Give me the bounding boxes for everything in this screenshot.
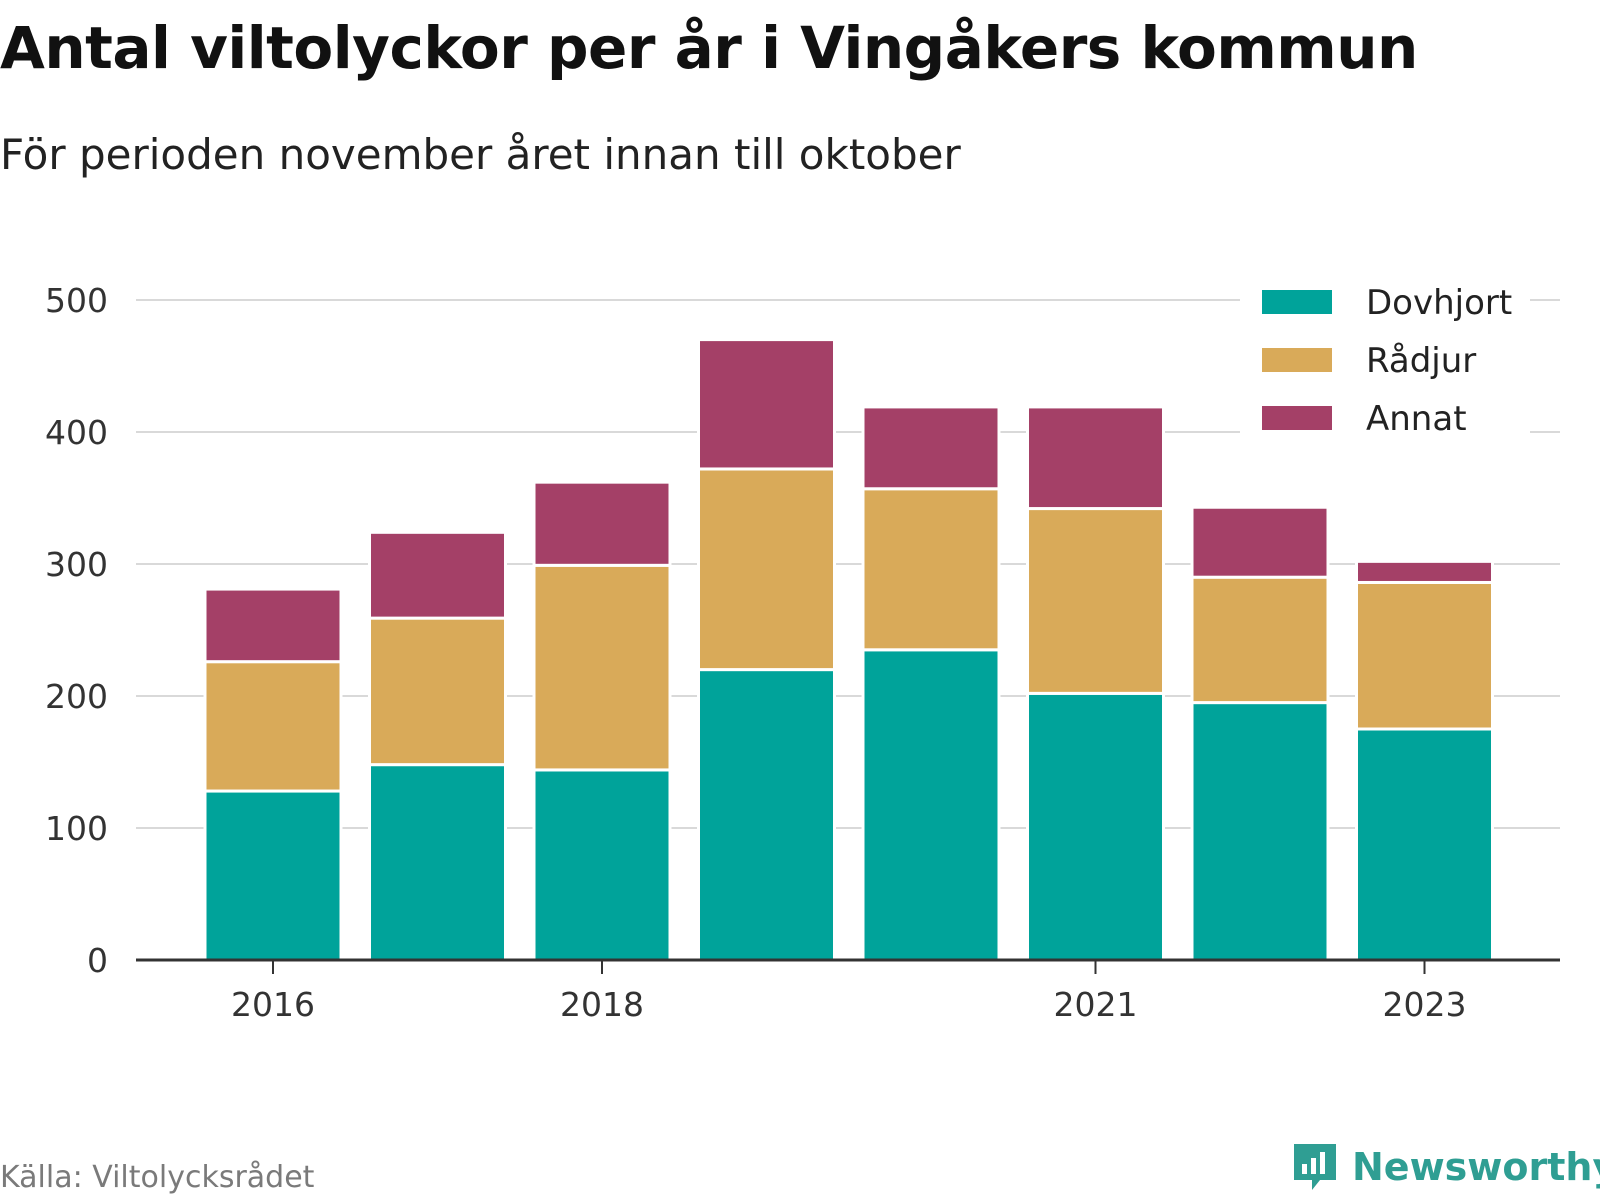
bar-segment bbox=[1190, 505, 1330, 579]
x-axis: 2016 2018 2021 2023 bbox=[136, 958, 1560, 1024]
legend-label: Annat bbox=[1366, 399, 1467, 439]
bar-segment bbox=[203, 587, 343, 664]
y-tick-label: 400 bbox=[45, 413, 108, 452]
stacked-bar-chart: 0 100 200 300 400 500 2016 2018 2021 2023 Dovhjo… bbox=[45, 278, 1560, 1024]
source-note: Källa: Viltolycksrådet bbox=[0, 1160, 315, 1195]
y-tick-label: 200 bbox=[45, 677, 108, 716]
brand-name: Newsworthy bbox=[1352, 1145, 1600, 1189]
x-tick-label: 2021 bbox=[1054, 985, 1138, 1024]
bar-segment bbox=[532, 563, 672, 772]
y-tick-label: 0 bbox=[87, 941, 108, 980]
bar-segment bbox=[697, 338, 836, 471]
bar-segment bbox=[861, 487, 1001, 652]
y-axis-ticks: 0 100 200 300 400 500 bbox=[45, 281, 108, 980]
bars bbox=[203, 338, 1494, 962]
bar-segment bbox=[1190, 575, 1330, 705]
bar-segment bbox=[1355, 580, 1494, 731]
bar-segment bbox=[368, 763, 507, 962]
x-tick-label: 2018 bbox=[560, 985, 644, 1024]
bar-segment bbox=[861, 405, 1001, 491]
bar-segment bbox=[697, 467, 836, 672]
bar-segment bbox=[1026, 507, 1165, 695]
x-tick-label: 2023 bbox=[1383, 985, 1467, 1024]
bar-segment bbox=[1355, 559, 1494, 584]
bar-segment bbox=[1355, 727, 1494, 962]
bar-segment bbox=[1190, 701, 1330, 962]
chart-subtitle: För perioden november året innan till ok… bbox=[0, 130, 961, 179]
legend-swatch bbox=[1262, 348, 1332, 372]
y-tick-label: 500 bbox=[45, 281, 108, 320]
bar-segment bbox=[532, 480, 672, 567]
bar-segment bbox=[203, 660, 343, 793]
bar-segment bbox=[697, 668, 836, 962]
bar-segment bbox=[532, 768, 672, 962]
bar-segment bbox=[1026, 691, 1165, 962]
legend-label: Dovhjort bbox=[1366, 283, 1512, 323]
newsworthy-logo-icon bbox=[1294, 1144, 1336, 1190]
legend-label: Rådjur bbox=[1366, 341, 1476, 381]
bar-segment bbox=[368, 616, 507, 767]
legend-swatch bbox=[1262, 290, 1332, 314]
bar-segment bbox=[368, 530, 507, 620]
bar-segment bbox=[1026, 405, 1165, 511]
bar-segment bbox=[861, 648, 1001, 962]
chart-title: Antal viltolyckor per år i Vingåkers kom… bbox=[0, 14, 1418, 82]
y-tick-label: 300 bbox=[45, 545, 108, 584]
brand-logo: Newsworthy bbox=[1290, 1140, 1600, 1194]
y-tick-label: 100 bbox=[45, 809, 108, 848]
x-tick-label: 2016 bbox=[231, 985, 315, 1024]
legend-swatch bbox=[1262, 406, 1332, 430]
legend: Dovhjort Rådjur Annat bbox=[1240, 278, 1530, 448]
bar-segment bbox=[203, 789, 343, 962]
